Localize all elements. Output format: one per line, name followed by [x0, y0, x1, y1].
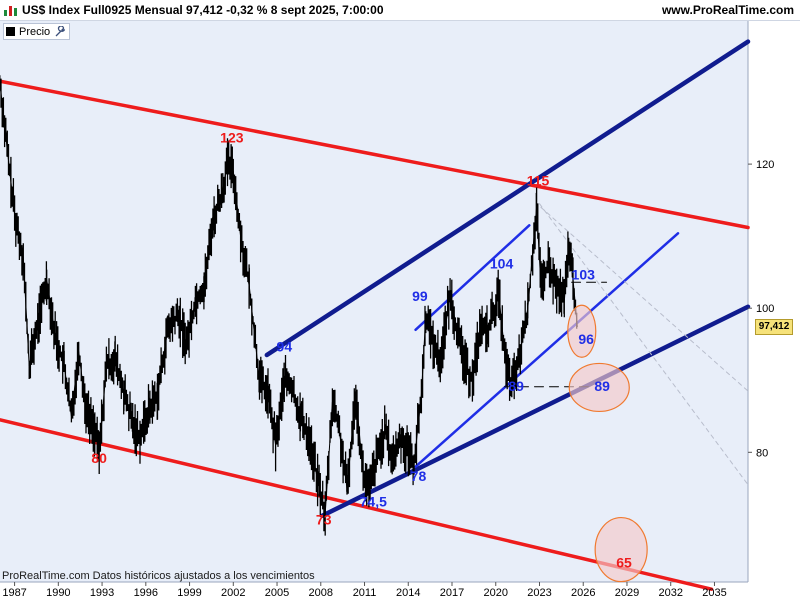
y-tick-label: 100 — [756, 303, 774, 315]
annotation-label: 74,5 — [360, 493, 387, 509]
highlights — [567, 304, 648, 583]
annotation-label: 89 — [508, 378, 524, 394]
trendline-blue — [414, 224, 531, 332]
series-swatch — [6, 27, 15, 36]
x-tick-label: 2014 — [396, 587, 420, 599]
trendline-red — [0, 418, 714, 591]
annotation-label: 73 — [316, 511, 332, 527]
annotation-label: 96 — [578, 331, 594, 347]
x-tick-label: 1993 — [90, 587, 114, 599]
trendline-navy — [319, 304, 751, 518]
x-axis-panel — [0, 582, 800, 600]
annotation-label: 65 — [616, 555, 632, 571]
y-axis-panel — [748, 20, 800, 582]
price-series — [0, 75, 578, 536]
x-tick-label: 1990 — [46, 587, 70, 599]
legend-label: Precio — [19, 25, 51, 38]
annotation-label: 78 — [411, 468, 427, 484]
highlight-ellipse — [567, 304, 597, 358]
price-line — [0, 79, 578, 514]
x-tick-label: 1996 — [134, 587, 158, 599]
y-tick-label: 80 — [756, 447, 768, 459]
x-tick-label: 1987 — [2, 587, 26, 599]
highlight-ellipse — [594, 516, 648, 583]
trendline-navy — [264, 39, 751, 358]
x-tick-label: 2020 — [484, 587, 508, 599]
annotation-label: 80 — [91, 450, 107, 466]
y-axis-ticks: 80 100 120 — [748, 159, 774, 459]
x-tick-label: 2035 — [702, 587, 726, 599]
trendline-faint — [540, 206, 749, 392]
x-tick-label: 2002 — [221, 587, 245, 599]
last-price-label: 97,412 — [755, 318, 793, 335]
trendline-red — [0, 79, 750, 230]
trendline-faint — [538, 203, 749, 486]
x-axis-ticks: 1987 1990 1993 1996 1999 2002 2005 2008 2011 2014… — [2, 582, 727, 599]
trendline-blue — [414, 232, 680, 468]
annotation-label: 89 — [594, 378, 610, 394]
footer-note: ProRealTime.com Datos históricos ajustad… — [2, 570, 315, 582]
x-tick-label: 2023 — [527, 587, 551, 599]
x-tick-label: 2008 — [309, 587, 333, 599]
x-tick-label: 1999 — [177, 587, 201, 599]
chart-bars-icon — [4, 6, 17, 16]
highlight-ellipse — [568, 362, 630, 413]
brand-url[interactable]: www.ProRealTime.com — [661, 3, 794, 17]
series-legend[interactable]: Precio — [3, 23, 71, 40]
annotation-label: 94 — [277, 338, 293, 354]
annotation-label: 103 — [572, 266, 596, 282]
x-tick-label: 2005 — [265, 587, 289, 599]
x-tick-label: 2032 — [658, 587, 682, 599]
chart-title: US$ Index Full0925 Mensual 97,412 -0,32 … — [22, 3, 384, 17]
annotation-label: 115 — [527, 173, 550, 189]
x-tick-label: 2011 — [353, 587, 377, 599]
x-tick-label: 2026 — [571, 587, 595, 599]
wrench-icon[interactable] — [54, 25, 66, 38]
annotation-label: 104 — [490, 256, 514, 272]
chart-header: US$ Index Full0925 Mensual 97,412 -0,32 … — [0, 0, 800, 21]
annotation-label: 99 — [412, 288, 428, 304]
annotations: 123 80 73 115 65 94 74,5 78 99 104 89 103 96 89 — [91, 129, 632, 570]
trendlines — [0, 39, 751, 591]
x-tick-label: 2029 — [615, 587, 639, 599]
y-tick-label: 120 — [756, 159, 774, 171]
annotation-label: 123 — [220, 129, 244, 145]
x-tick-label: 2017 — [440, 587, 464, 599]
